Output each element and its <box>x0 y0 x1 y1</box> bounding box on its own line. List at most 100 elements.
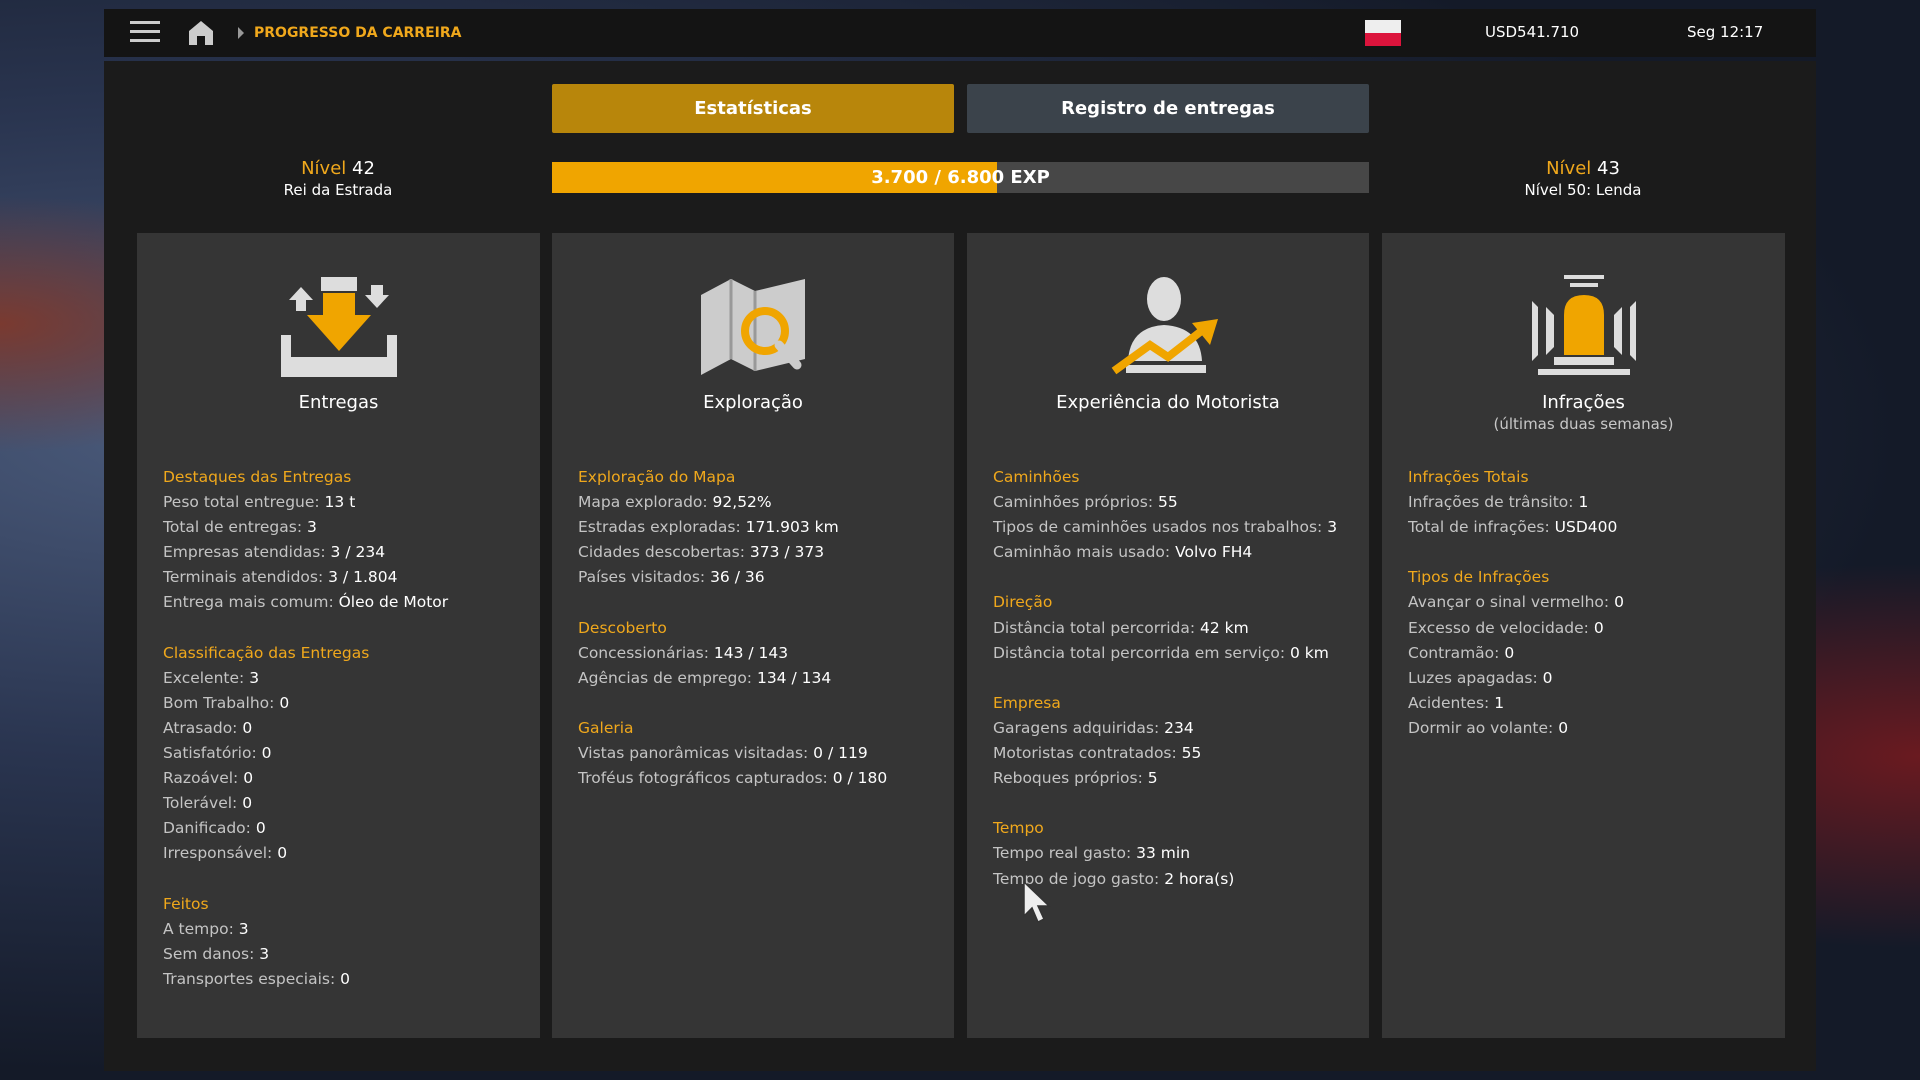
stat-value: 0 km <box>1289 643 1329 662</box>
game-clock: Seg 12:17 <box>1687 23 1764 41</box>
stat-row: Agências de emprego: 134 / 134 <box>578 666 944 691</box>
stat-row: Avançar o sinal vermelho: 0 <box>1408 590 1775 615</box>
section-heading: Caminhões <box>993 468 1080 486</box>
stat-row: Total de entregas: 3 <box>163 515 530 540</box>
stats-section: Exploração do Mapa Mapa explorado: 92,52%… <box>578 465 944 590</box>
section-heading: Destaques das Entregas <box>163 468 352 486</box>
deliveries-icon <box>280 277 397 377</box>
card-title: Infrações <box>1542 392 1625 413</box>
stat-label: Razoável: <box>163 769 244 788</box>
section-heading: Tempo <box>993 819 1044 838</box>
stat-value: 0 / 119 <box>813 744 868 763</box>
stat-label: Concessionárias: <box>578 643 714 662</box>
stat-value: 2 hora(s) <box>1164 869 1235 888</box>
stat-label: Sem danos: <box>163 944 260 963</box>
stat-row: Caminhão mais usado: Volvo FH4 <box>993 540 1359 565</box>
level-title: Rei da Estrada <box>283 181 393 199</box>
stat-value: 92,52% <box>712 493 772 512</box>
stats-section: Feitos A tempo: 3 Sem danos: 3 Transportes … <box>163 892 530 992</box>
stat-value: 0 <box>255 819 266 838</box>
stat-value: 1 <box>1494 693 1505 712</box>
stat-row: Luzes apagadas: 0 <box>1408 666 1775 691</box>
stats-section: Tempo Tempo real gasto: 33 min Tempo de jo… <box>993 816 1359 891</box>
stats-section: Caminhões Caminhões próprios: 55 Tipos de … <box>993 465 1359 565</box>
stat-value: 3 <box>259 944 270 963</box>
tab-statistics[interactable]: Estatísticas <box>552 84 954 133</box>
stat-value: 33 min <box>1136 844 1191 863</box>
breadcrumb[interactable]: PROGRESSO DA CARREIRA <box>254 25 462 41</box>
stat-row: Excelente: 3 <box>163 666 530 691</box>
stat-row: Troféus fotográficos capturados: 0 / 180 <box>578 766 944 791</box>
stat-label: Motoristas contratados: <box>993 744 1182 763</box>
stat-label: Excelente: <box>163 668 250 687</box>
money-balance: USD541.710 <box>1485 23 1580 41</box>
menu-icon[interactable] <box>130 19 160 45</box>
stat-value: 36 / 36 <box>710 568 765 587</box>
driver-growth-icon <box>1111 277 1218 375</box>
stat-value: 0 <box>1614 593 1624 612</box>
stat-row: Peso total entregue: 13 t <box>163 490 530 515</box>
stat-label: Distância total percorrida em serviço: <box>993 643 1290 662</box>
stat-row: Infrações de trânsito: 1 <box>1408 490 1775 515</box>
stat-row: Tolerável: 0 <box>163 791 530 816</box>
exp-progress-fill <box>552 162 997 193</box>
stat-label: Tipos de caminhões usados nos trabalhos: <box>993 518 1328 537</box>
stat-label: Caminhões próprios: <box>993 493 1158 512</box>
stat-row: Tempo real gasto: 33 min <box>993 841 1359 866</box>
stat-label: Empresas atendidas: <box>163 543 331 562</box>
stat-row: Dormir ao volante: 0 <box>1408 716 1775 741</box>
top-bar: PROGRESSO DA CARREIRA USD541.710 Seg 12:… <box>104 9 1816 57</box>
stat-row: Excesso de velocidade: 0 <box>1408 616 1775 641</box>
stat-label: Garagens adquiridas: <box>993 718 1165 737</box>
stats-section: Empresa Garagens adquiridas: 234 Motorista… <box>993 691 1359 791</box>
stat-row: Bom Trabalho: 0 <box>163 691 530 716</box>
section-heading: Galeria <box>578 718 634 737</box>
stat-value: 0 <box>242 718 253 737</box>
stat-value: 171.903 km <box>745 518 839 537</box>
stat-label: Avançar o sinal vermelho: <box>1408 593 1615 612</box>
stat-value: 0 <box>1558 718 1569 737</box>
stat-label: Cidades descobertas: <box>578 543 750 562</box>
section-heading: Classificação das Entregas <box>163 643 370 662</box>
stat-label: Vistas panorâmicas visitadas: <box>578 744 814 763</box>
stat-value: 3 <box>238 919 249 938</box>
stat-value: Óleo de Motor <box>338 593 449 612</box>
section-heading: Direção <box>993 593 1053 612</box>
stat-row: Estradas exploradas: 171.903 km <box>578 515 944 540</box>
stat-label: Países visitados: <box>578 568 711 587</box>
stat-row: Transportes especiais: 0 <box>163 967 530 992</box>
stat-row: Terminais atendidos: 3 / 1.804 <box>163 565 530 590</box>
tab-delivery-log[interactable]: Registro de entregas <box>967 84 1369 133</box>
stat-row: Sem danos: 3 <box>163 942 530 967</box>
stat-value: Volvo FH4 <box>1175 543 1253 562</box>
stat-value: 3 <box>307 518 317 537</box>
exp-progress-bar: 3.700 / 6.800 EXP <box>552 162 1369 193</box>
level-label: Nível <box>1546 158 1592 179</box>
stat-label: Total de entregas: <box>163 518 307 537</box>
stat-value: USD400 <box>1554 518 1618 537</box>
stat-label: Bom Trabalho: <box>163 693 280 712</box>
stats-list: Destaques das Entregas Peso total entregu… <box>163 465 530 1017</box>
card-title: Experiência do Motorista <box>1056 392 1280 413</box>
stat-row: Razoável: 0 <box>163 766 530 791</box>
stats-section: Tipos de Infrações Avançar o sinal vermel… <box>1408 565 1775 741</box>
stat-label: Acidentes: <box>1408 693 1495 712</box>
stats-section: Descoberto Concessionárias: 143 / 143 Agên… <box>578 616 944 691</box>
stat-label: Reboques próprios: <box>993 769 1148 788</box>
stat-label: Danificado: <box>163 819 256 838</box>
level-number: 42 <box>352 158 375 179</box>
exp-text: 3.700 / 6.800 EXP <box>871 167 1050 188</box>
home-icon[interactable] <box>188 20 214 46</box>
stat-value: 0 / 180 <box>832 769 888 788</box>
stats-section: Galeria Vistas panorâmicas visitadas: 0 /… <box>578 716 944 791</box>
stat-value: 5 <box>1147 769 1158 788</box>
stat-row: Irresponsável: 0 <box>163 841 530 866</box>
stat-row: Tempo de jogo gasto: 2 hora(s) <box>993 867 1359 892</box>
stat-row: Satisfatório: 0 <box>163 741 530 766</box>
stat-label: Dormir ao volante: <box>1408 718 1559 737</box>
siren-icon <box>1531 275 1636 375</box>
stat-value: 0 <box>243 769 254 788</box>
card-subtitle: (últimas duas semanas) <box>1493 415 1674 433</box>
stat-label: Troféus fotográficos capturados: <box>578 769 833 788</box>
stat-value: 0 <box>279 693 290 712</box>
